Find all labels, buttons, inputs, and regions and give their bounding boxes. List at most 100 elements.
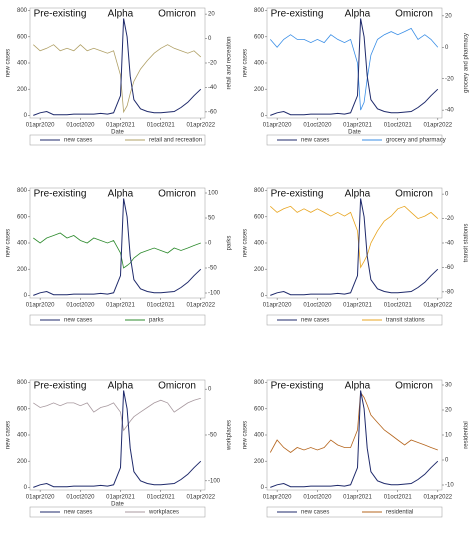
x-tick-label: 01oct2020 xyxy=(303,303,332,309)
y2-tick-label: -80 xyxy=(445,289,454,295)
annotation: Pre-existing xyxy=(34,381,87,392)
y2-tick-label: -40 xyxy=(208,85,217,91)
y2-tick-label: 0 xyxy=(445,458,449,464)
series-line xyxy=(33,397,201,432)
y2-tick-label: -50 xyxy=(208,433,217,439)
y-tick-label: 200 xyxy=(254,459,265,465)
legend-label: new cases xyxy=(301,318,329,324)
y2-tick-label: 0 xyxy=(208,241,212,247)
series-line xyxy=(33,44,202,114)
y-tick-label: 600 xyxy=(17,406,28,412)
legend-label: new cases xyxy=(64,510,92,516)
y-axis-label: new cases xyxy=(243,49,249,77)
annotation: Alpha xyxy=(108,381,134,392)
y-tick-label: 200 xyxy=(254,87,265,93)
legend-label: transit stations xyxy=(386,318,425,324)
x-tick-label: 01apr2021 xyxy=(343,303,372,309)
y2-tick-label: 0 xyxy=(208,36,212,42)
y2-tick-label: -20 xyxy=(445,216,454,222)
x-tick-label: 01apr2020 xyxy=(26,123,55,129)
annotation: Alpha xyxy=(108,9,134,20)
y-tick-label: 600 xyxy=(254,406,265,412)
x-tick-label: 01apr2021 xyxy=(343,123,372,129)
x-axis-label: Date xyxy=(111,502,124,508)
y2-tick-label: 20 xyxy=(445,13,452,19)
panel: 0 200 400 600 800 0 -20 -40 -60 -80 01apr2020 01oct… xyxy=(243,187,470,326)
annotation: Pre-existing xyxy=(271,9,324,20)
series-line xyxy=(270,390,439,488)
y-tick-label: 0 xyxy=(24,293,28,299)
legend-label: new cases xyxy=(64,318,92,324)
y2-tick-label: -20 xyxy=(445,76,454,82)
y2-tick-label: -10 xyxy=(445,483,454,489)
y2-tick-label: 20 xyxy=(445,408,452,414)
x-tick-label: 01apr2020 xyxy=(263,495,292,501)
annotation: Pre-existing xyxy=(271,381,324,392)
x-tick-label: 01oct2021 xyxy=(147,495,176,501)
y2-tick-label: -60 xyxy=(208,109,217,115)
y2-tick-label: -20 xyxy=(208,61,217,67)
y2-axis-label: residential xyxy=(464,421,470,448)
y-tick-label: 200 xyxy=(17,459,28,465)
legend-label: residential xyxy=(386,510,413,516)
y-tick-label: 0 xyxy=(261,485,265,491)
annotation: Omicron xyxy=(395,9,433,20)
x-tick-label: 01oct2020 xyxy=(303,495,332,501)
y2-tick-label: -60 xyxy=(445,265,454,271)
y-tick-label: 400 xyxy=(254,61,265,67)
y-tick-label: 800 xyxy=(17,8,28,14)
annotation: Alpha xyxy=(345,189,371,200)
x-tick-label: 01apr2022 xyxy=(423,303,452,309)
legend-box xyxy=(266,314,443,326)
x-tick-label: 01oct2020 xyxy=(303,123,332,129)
series-line xyxy=(33,390,202,488)
series-line xyxy=(270,18,439,116)
annotation: Omicron xyxy=(158,189,196,200)
annotation: Alpha xyxy=(108,189,134,200)
x-tick-label: 01oct2021 xyxy=(384,495,413,501)
x-tick-label: 01oct2021 xyxy=(384,123,413,129)
x-tick-label: 01oct2020 xyxy=(66,303,95,309)
y2-axis-label: parks xyxy=(227,236,233,251)
y-tick-label: 400 xyxy=(17,433,28,439)
y2-tick-label: 10 xyxy=(445,433,452,439)
y-axis-label: new cases xyxy=(243,229,249,257)
y2-tick-label: 50 xyxy=(208,216,215,222)
x-tick-label: 01apr2021 xyxy=(106,495,135,501)
y2-axis-label: transit stations xyxy=(464,224,470,263)
y2-tick-label: 0 xyxy=(445,45,449,51)
plot-area xyxy=(29,379,206,491)
x-tick-label: 01oct2021 xyxy=(384,303,413,309)
y-tick-label: 600 xyxy=(17,214,28,220)
panel: 0 200 400 600 800 30 20 10 0 -10 01apr2020 01oct202… xyxy=(243,379,470,518)
y2-axis-label: grocery and pharmacy xyxy=(464,33,470,93)
legend-label: new cases xyxy=(301,510,329,516)
x-tick-label: 01apr2021 xyxy=(106,123,135,129)
plot-area xyxy=(29,187,206,299)
y2-tick-label: 100 xyxy=(208,191,219,197)
x-tick-label: 01apr2022 xyxy=(186,303,215,309)
series-line xyxy=(269,391,438,453)
x-tick-label: 01apr2020 xyxy=(26,495,55,501)
series-line xyxy=(270,205,439,269)
y-tick-label: 800 xyxy=(17,380,28,386)
y-axis-label: new cases xyxy=(6,421,12,449)
y-tick-label: 600 xyxy=(254,214,265,220)
y-tick-label: 800 xyxy=(254,188,265,194)
plot-area xyxy=(266,379,443,491)
panel: 0 200 400 600 800 100 50 0 -50 -100 01apr2020 01oct… xyxy=(6,187,233,326)
panel: 0 200 400 600 800 0 -50 -100 01apr2020 01oct2020 0… xyxy=(6,379,233,518)
x-tick-label: 01apr2022 xyxy=(186,495,215,501)
series-line xyxy=(269,27,439,111)
legend-box xyxy=(266,506,443,518)
annotation: Omicron xyxy=(395,189,433,200)
annotation: Pre-existing xyxy=(34,9,87,20)
legend-label: grocery and pharmacy xyxy=(386,138,446,144)
annotation: Omicron xyxy=(158,381,196,392)
legend-box xyxy=(29,506,206,518)
annotation: Pre-existing xyxy=(271,189,324,200)
x-tick-label: 01apr2022 xyxy=(186,123,215,129)
y-tick-label: 0 xyxy=(261,113,265,119)
